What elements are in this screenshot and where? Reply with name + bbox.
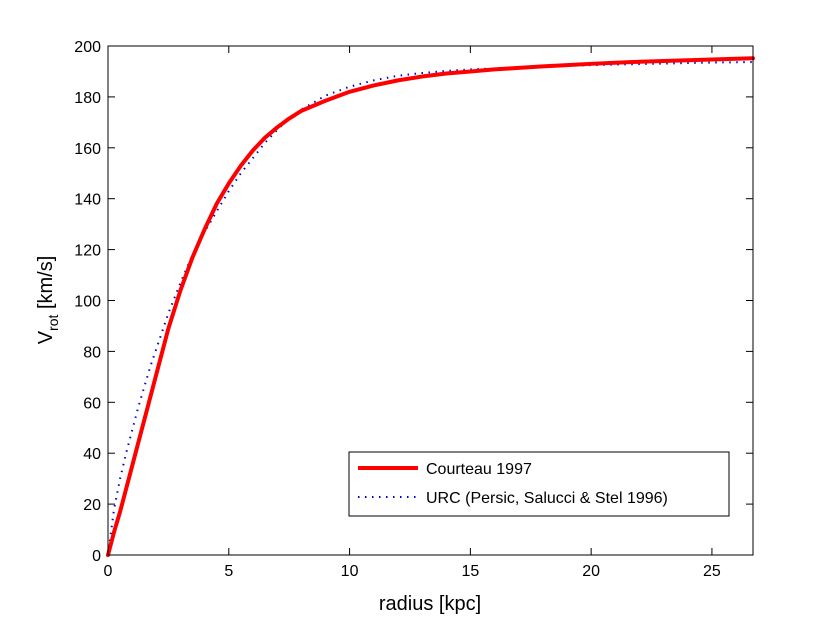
x-tick-label: 0 (104, 563, 113, 580)
x-axis-label: radius [kpc] (379, 593, 481, 615)
x-tick-label: 10 (341, 563, 359, 580)
y-axis-label-subscript: rot (45, 314, 61, 330)
legend-label-courteau: Courteau 1997 (426, 461, 532, 478)
y-tick-label: 120 (74, 243, 101, 260)
legend-box (348, 451, 730, 517)
y-axis-label-unit: [km/s] (35, 256, 57, 315)
x-tick-label: 5 (224, 563, 233, 580)
y-tick-label: 60 (83, 395, 101, 412)
y-tick-label: 20 (83, 497, 101, 514)
x-tick-label: 25 (703, 563, 721, 580)
y-axis-ticks: 0 20 40 60 80 100 120 140 160 180 200 (74, 39, 753, 565)
y-tick-label: 80 (83, 344, 101, 361)
legend: Courteau 1997 URC (Persic, Salucci & Ste… (348, 451, 730, 517)
x-tick-label: 15 (461, 563, 479, 580)
legend-label-urc: URC (Persic, Salucci & Stel 1996) (426, 490, 668, 507)
series-line-courteau (106, 56, 755, 557)
y-tick-label: 200 (74, 39, 101, 56)
y-tick-label: 100 (74, 294, 101, 311)
y-tick-label: 140 (74, 192, 101, 209)
y-tick-label: 0 (92, 548, 101, 565)
x-axis-ticks: 0 5 10 15 20 25 (104, 46, 721, 580)
y-tick-label: 180 (74, 90, 101, 107)
y-axis-label-main: V (35, 330, 57, 344)
x-tick-label: 20 (582, 563, 600, 580)
y-axis-label: Vrot [km/s] (35, 256, 61, 345)
y-tick-label: 40 (83, 446, 101, 463)
series-layer (106, 56, 755, 557)
y-tick-label: 160 (74, 141, 101, 158)
series-line-urc (107, 61, 754, 556)
